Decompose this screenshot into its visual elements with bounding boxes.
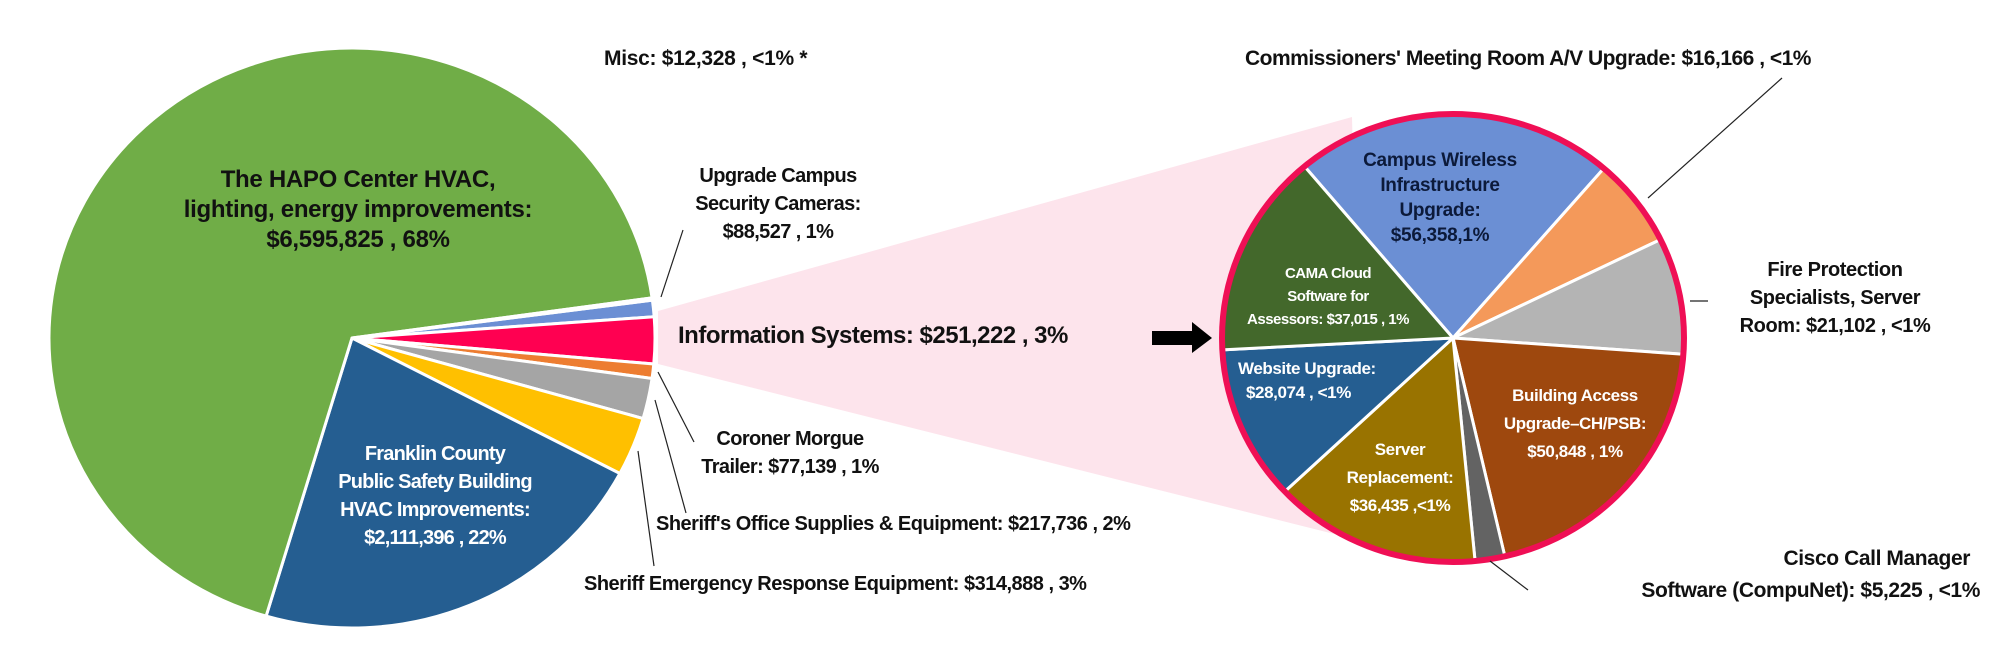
label-cama: CAMA Cloud Software for Assessors: $37,0… [1247, 265, 1409, 328]
zoom-connector-band [658, 117, 1362, 541]
pie-slice [350, 296, 654, 340]
leader-cisco [1489, 560, 1529, 591]
label-franklin: Franklin County Public Safety Building H… [338, 443, 532, 549]
label-commissioners: Commissioners' Meeting Room A/V Upgrade:… [1245, 47, 1811, 70]
main-pie [47, 46, 657, 630]
label-sheriff-office: Sheriff's Office Supplies & Equipment: $… [656, 513, 1131, 535]
label-cisco: Cisco Call Manager Software (CompuNet): … [1641, 547, 1980, 602]
label-server: Server Replacement: $36,435 ,<1% [1346, 440, 1454, 515]
label-misc: Misc: $12,328 , <1% * [604, 47, 808, 70]
leader-sheriff-office [654, 399, 687, 514]
leader-cameras [660, 229, 684, 298]
label-wireless: Campus Wireless Infrastructure Upgrade: … [1363, 150, 1517, 246]
arrow-right-icon [1152, 322, 1212, 353]
label-hapo: The HAPO Center HVAC, lighting, energy i… [183, 166, 533, 253]
information-systems-pie [1220, 112, 1686, 564]
label-coroner: Coroner Morgue Trailer: $77,139 , 1% [701, 428, 879, 478]
leader-commissioners [1647, 77, 1783, 199]
leader-sheriff-emergency [637, 450, 655, 567]
label-building: Building Access Upgrade–CH/PSB: $50,848 … [1503, 386, 1647, 461]
pie-slice [264, 336, 622, 630]
label-information-systems: Information Systems: $251,222 , 3% [678, 322, 1068, 349]
label-cameras: Upgrade Campus Security Cameras: $88,527… [695, 165, 861, 243]
label-website: Website Upgrade: $28,074 , <1% [1238, 359, 1376, 402]
pie-slice [47, 46, 654, 618]
information-systems-ring [1219, 111, 1687, 565]
leader-coroner [657, 371, 695, 443]
label-fire: Fire Protection Specialists, Server Room… [1739, 259, 1931, 337]
leader-lines [637, 77, 1783, 591]
label-sheriff-emergency: Sheriff Emergency Response Equipment: $3… [584, 573, 1087, 595]
